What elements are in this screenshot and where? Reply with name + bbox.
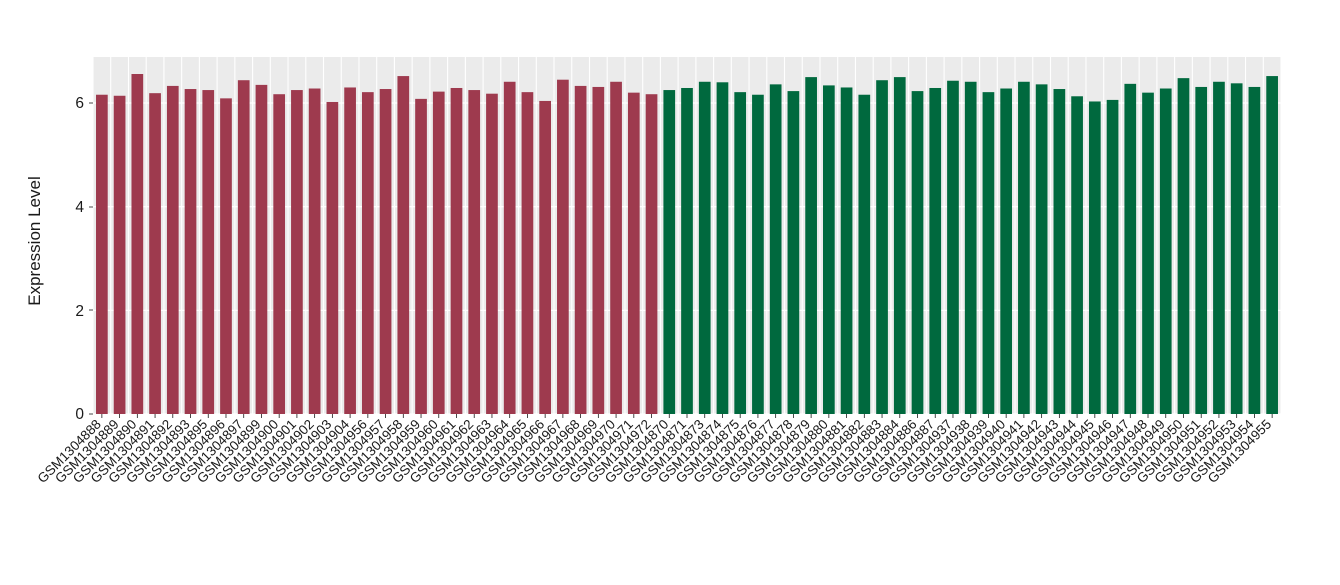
svg-text:2: 2 <box>75 303 84 320</box>
svg-text:Expression Level: Expression Level <box>25 176 44 305</box>
svg-text:0: 0 <box>75 406 84 423</box>
svg-text:4: 4 <box>75 199 84 216</box>
svg-text:6: 6 <box>75 95 84 112</box>
